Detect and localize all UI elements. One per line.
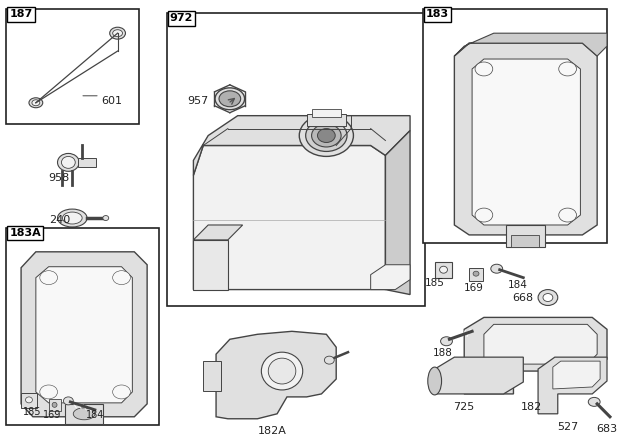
Bar [48, 399, 61, 411]
Text: 185: 185 [23, 407, 42, 417]
Polygon shape [538, 357, 607, 414]
Bar [435, 262, 453, 278]
Polygon shape [435, 357, 523, 394]
Polygon shape [472, 59, 580, 225]
Ellipse shape [543, 294, 553, 302]
Ellipse shape [215, 88, 245, 110]
Bar [21, 393, 37, 408]
Ellipse shape [559, 208, 577, 222]
Bar [423, 9, 607, 243]
Polygon shape [36, 267, 132, 403]
Text: 957: 957 [187, 96, 208, 106]
Ellipse shape [268, 358, 296, 384]
Ellipse shape [52, 402, 57, 407]
Ellipse shape [324, 356, 334, 364]
Polygon shape [193, 116, 410, 175]
Ellipse shape [441, 337, 453, 346]
Ellipse shape [491, 264, 503, 273]
Ellipse shape [440, 266, 448, 273]
Text: 972: 972 [170, 13, 193, 23]
Ellipse shape [219, 91, 241, 107]
Bar [6, 228, 159, 425]
Bar [65, 404, 103, 424]
Ellipse shape [103, 215, 108, 221]
Bar [6, 9, 140, 124]
Ellipse shape [538, 290, 558, 305]
Bar [312, 109, 341, 117]
Text: 182A: 182A [258, 426, 286, 436]
Text: 187: 187 [9, 9, 32, 19]
Polygon shape [464, 317, 607, 394]
Ellipse shape [559, 62, 577, 76]
Ellipse shape [113, 30, 123, 36]
Ellipse shape [58, 209, 87, 227]
Bar [203, 361, 221, 391]
Ellipse shape [61, 156, 75, 168]
Bar [505, 225, 545, 247]
Text: 527: 527 [557, 422, 578, 432]
Text: 183: 183 [426, 9, 449, 19]
Bar [307, 113, 346, 125]
Text: 182: 182 [521, 402, 542, 412]
Text: 183A: 183A [9, 228, 41, 238]
Polygon shape [193, 146, 386, 290]
Ellipse shape [475, 208, 493, 222]
Ellipse shape [58, 154, 79, 171]
Polygon shape [386, 130, 410, 295]
Ellipse shape [588, 397, 600, 406]
Polygon shape [553, 361, 600, 389]
Ellipse shape [73, 408, 95, 420]
Text: eReplacementParts.com: eReplacementParts.com [213, 240, 400, 255]
Text: 725: 725 [454, 402, 475, 412]
Polygon shape [193, 225, 242, 240]
Polygon shape [371, 265, 410, 290]
Text: 169: 169 [464, 283, 484, 293]
Ellipse shape [63, 397, 73, 405]
Bar [512, 235, 539, 247]
Text: 188: 188 [433, 348, 453, 358]
Ellipse shape [299, 115, 353, 156]
Ellipse shape [262, 352, 303, 390]
Text: 185: 185 [425, 278, 445, 287]
Polygon shape [484, 324, 597, 364]
Ellipse shape [312, 124, 341, 147]
Polygon shape [454, 43, 597, 235]
Ellipse shape [113, 385, 130, 399]
Ellipse shape [40, 271, 58, 285]
Ellipse shape [306, 120, 347, 151]
Bar [167, 13, 425, 307]
Ellipse shape [473, 271, 479, 276]
Text: 668: 668 [512, 292, 533, 303]
Text: 184: 184 [86, 410, 104, 420]
Polygon shape [454, 33, 607, 56]
Polygon shape [193, 240, 228, 290]
Text: 184: 184 [507, 279, 528, 290]
Ellipse shape [113, 271, 130, 285]
Ellipse shape [428, 367, 441, 395]
Bar [78, 158, 96, 167]
Ellipse shape [25, 397, 32, 403]
Text: 169: 169 [43, 410, 62, 420]
Ellipse shape [475, 62, 493, 76]
Ellipse shape [63, 212, 82, 224]
Text: 601: 601 [101, 96, 122, 106]
Bar [469, 268, 483, 281]
Ellipse shape [32, 100, 40, 106]
Polygon shape [21, 252, 147, 417]
Polygon shape [216, 332, 336, 419]
Ellipse shape [317, 129, 335, 142]
Text: 958: 958 [48, 173, 70, 183]
Ellipse shape [29, 98, 43, 108]
Text: 683: 683 [596, 424, 618, 434]
Text: 240: 240 [48, 215, 70, 225]
Ellipse shape [110, 27, 125, 39]
Ellipse shape [40, 385, 58, 399]
